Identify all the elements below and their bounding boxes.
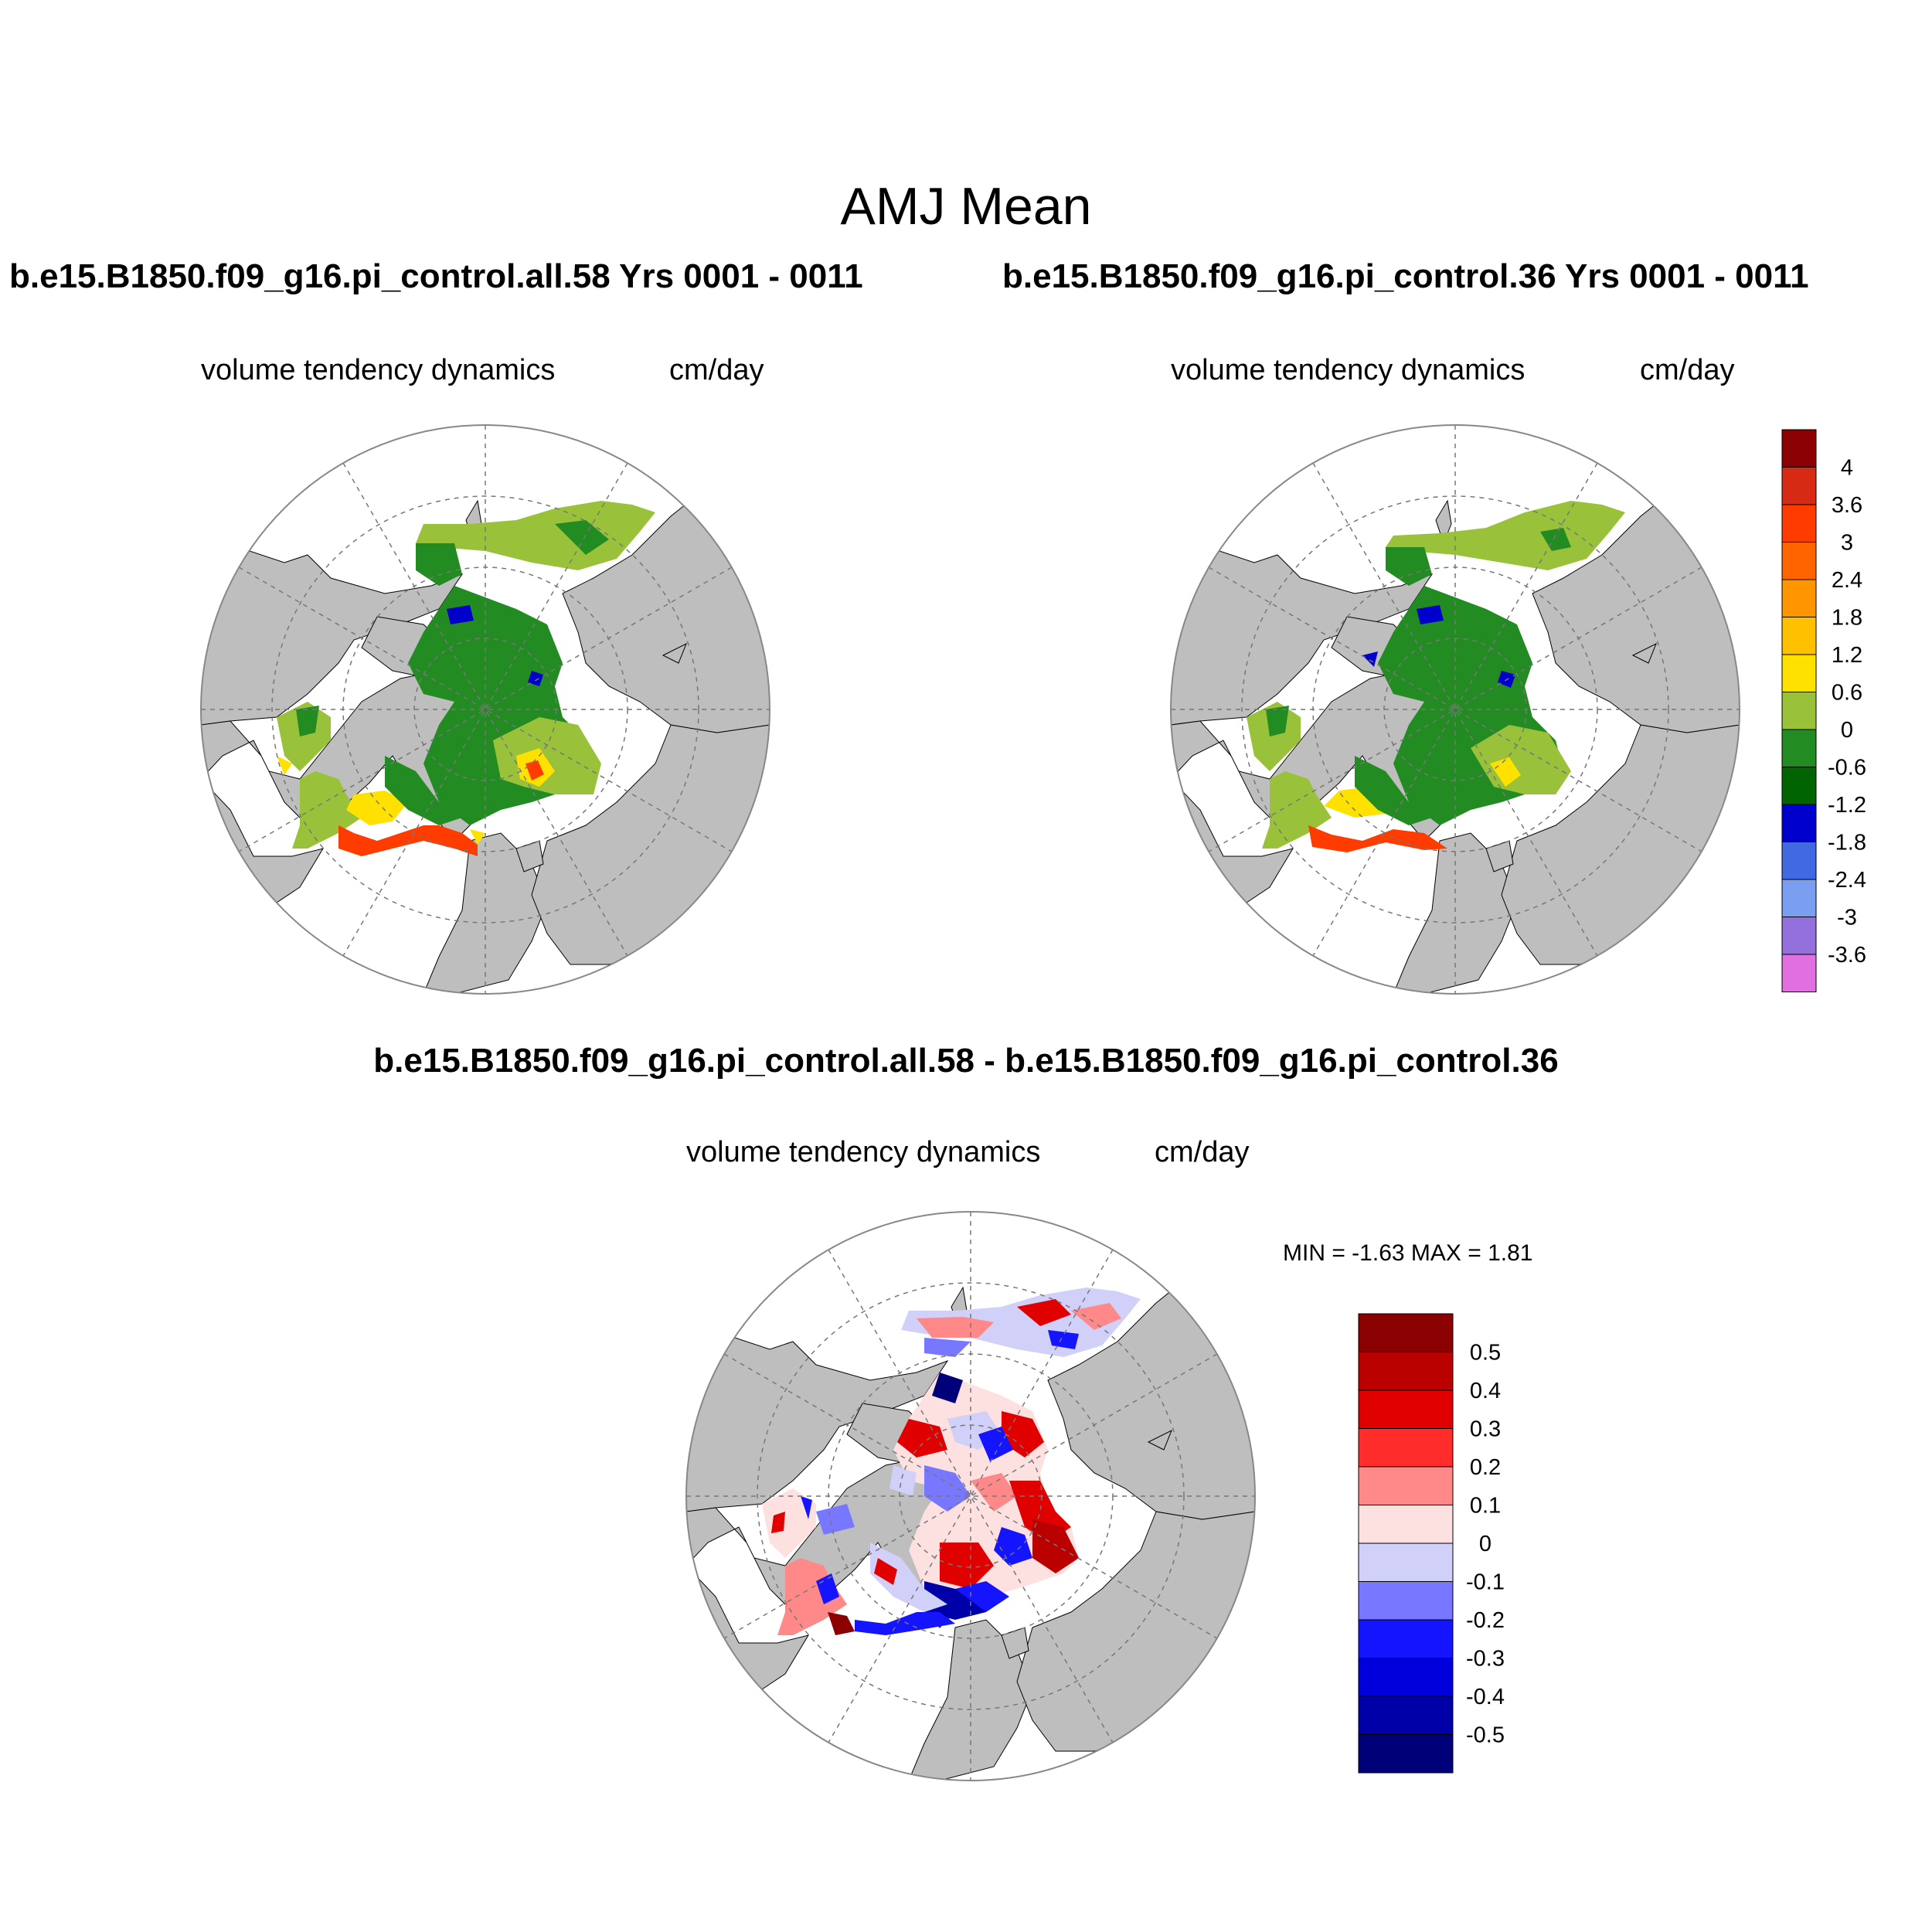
left-map-graticule [201,425,770,994]
diff-map-graticule [686,1212,1255,1781]
main-colorbar-label: -0.6 [1828,756,1866,781]
diff-colorbar-swatch [1358,1313,1454,1352]
main-colorbar-label: 1.8 [1832,606,1862,631]
main-colorbar-swatch [1781,729,1817,767]
diff-colorbar-swatch [1358,1581,1454,1621]
main-colorbar-swatch [1781,767,1817,805]
left-map-sea-ice [277,501,655,856]
main-colorbar-swatch [1781,617,1817,655]
diff-colorbar-label: -0.3 [1466,1647,1505,1672]
right-map-graticule [1171,425,1740,994]
main-colorbar-label: 3.6 [1832,493,1862,518]
main-colorbar-label: 0 [1841,718,1853,743]
main-colorbar-swatch [1781,879,1817,917]
main-colorbar-swatch [1781,654,1817,692]
difference-colorbar: 0.5 0.4 0.3 0.2 0.1 0 -0.1 -0.2 -0.3 -0.4 -0.5 [1358,1313,1505,1774]
diff-colorbar-swatch [1358,1505,1454,1544]
difference-polar-map [685,1211,1256,1781]
main-colorbar-label: 0.6 [1832,681,1862,706]
left-panel-case-title: b.e15.B1850.f09_g16.pi_control.all.58 Yr… [9,257,863,295]
main-colorbar-swatch [1781,842,1817,880]
main-colorbar-swatch [1781,504,1817,543]
main-colorbar: 4 3.6 3 2.4 1.8 1.2 0.6 0 -0.6 -1.2 -1.8 -2.4 -3 -3.6 [1781,429,1866,992]
main-colorbar-label: 1.2 [1832,643,1862,668]
main-colorbar-label: -1.2 [1828,793,1866,818]
diff-colorbar-label: 0.2 [1470,1455,1501,1480]
diff-colorbar-label: 0.4 [1470,1379,1501,1403]
right-polar-map [1170,424,1740,995]
diff-colorbar-label: -0.4 [1466,1685,1505,1709]
diff-colorbar-label: 0.1 [1470,1494,1501,1519]
main-colorbar-swatch [1781,917,1817,955]
right-panel-units: cm/day [1640,354,1735,386]
diff-colorbar-swatch [1358,1619,1454,1658]
left-polar-map [200,424,770,995]
diff-colorbar-swatch [1358,1734,1454,1774]
diff-colorbar-label: -0.2 [1466,1608,1505,1633]
main-colorbar-label: -3.6 [1828,943,1866,968]
diff-panel-variable: volume tendency dynamics [686,1136,1041,1168]
diff-colorbar-label: -0.1 [1466,1570,1505,1595]
main-colorbar-swatch [1781,467,1817,505]
diff-panel-units: cm/day [1155,1136,1250,1168]
diff-colorbar-swatch [1358,1658,1454,1697]
main-colorbar-swatch [1781,429,1817,468]
left-panel-units: cm/day [669,354,764,386]
right-map-sea-ice [1247,501,1625,852]
diff-colorbar-label: -0.5 [1466,1723,1505,1748]
main-colorbar-swatch [1781,692,1817,730]
right-panel-case-title: b.e15.B1850.f09_g16.pi_control.36 Yrs 00… [1002,257,1809,295]
main-colorbar-label: -1.8 [1828,831,1866,855]
diff-colorbar-swatch [1358,1428,1454,1468]
difference-panel-title: b.e15.B1850.f09_g16.pi_control.all.58 - … [373,1042,1559,1080]
figure-title: AMJ Mean [840,177,1092,236]
main-colorbar-label: 2.4 [1832,568,1862,593]
diff-colorbar-label: 0 [1479,1532,1492,1556]
diff-colorbar-swatch [1358,1389,1454,1429]
diff-min-max-readout: MIN = -1.63 MAX = 1.81 [1283,1240,1533,1266]
diff-colorbar-label: 0.5 [1470,1341,1501,1366]
diff-colorbar-swatch [1358,1543,1454,1582]
main-colorbar-swatch [1781,954,1817,992]
diff-map-field [762,1287,1141,1635]
main-colorbar-swatch [1781,804,1817,842]
left-panel-variable: volume tendency dynamics [201,354,556,386]
main-colorbar-label: -3 [1837,906,1857,930]
diff-colorbar-label: 0.3 [1470,1417,1501,1442]
main-colorbar-label: 4 [1841,456,1853,481]
right-panel-variable: volume tendency dynamics [1171,354,1526,386]
main-colorbar-label: -2.4 [1828,868,1866,893]
diff-colorbar-swatch [1358,1696,1454,1735]
main-colorbar-swatch [1781,542,1817,580]
main-colorbar-swatch [1781,579,1817,617]
diff-colorbar-swatch [1358,1352,1454,1391]
diff-colorbar-swatch [1358,1466,1454,1505]
main-colorbar-label: 3 [1841,531,1853,556]
